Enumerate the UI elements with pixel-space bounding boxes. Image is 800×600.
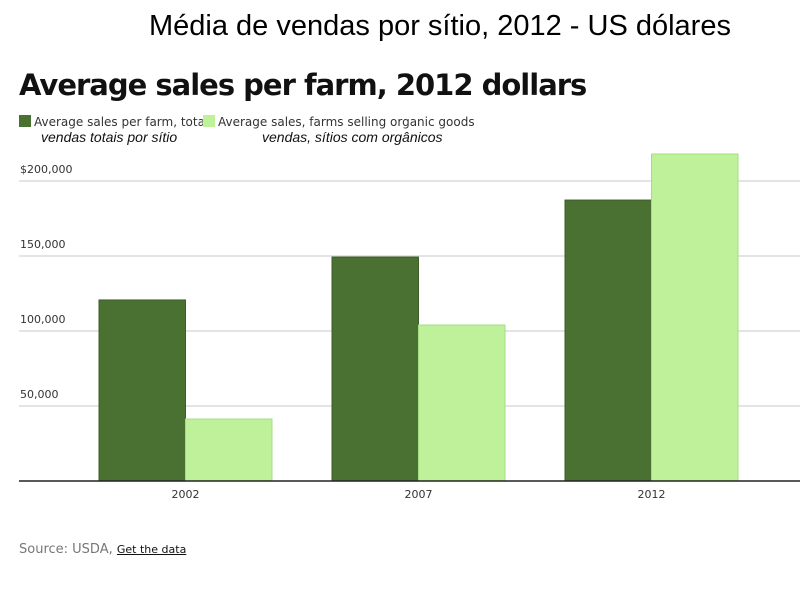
legend-swatch-total: [19, 115, 31, 127]
y-tick-label: 150,000: [20, 238, 66, 251]
legend-label-total: Average sales per farm, total: [34, 115, 209, 129]
legend-label-total-pt: vendas totais por sítio: [41, 129, 178, 145]
legend-label-organic: Average sales, farms selling organic goo…: [218, 115, 475, 129]
legend-item-total: Average sales per farm, total vendas tot…: [19, 115, 209, 145]
legend-label-organic-pt: vendas, sítios com orgânicos: [262, 129, 443, 145]
x-tick-label: 2012: [638, 488, 666, 501]
y-tick-label: $200,000: [20, 163, 73, 176]
x-tick-label: 2007: [405, 488, 433, 501]
chart-title: Average sales per farm, 2012 dollars: [19, 68, 587, 102]
bar-2007-total: [331, 256, 419, 482]
bar-2012-organic: [651, 153, 739, 482]
legend-swatch-organic: [203, 115, 215, 127]
bar-2002-total: [98, 299, 186, 482]
get-the-data-link[interactable]: Get the data: [116, 543, 187, 556]
bar-2002-organic: [185, 418, 273, 482]
portuguese-title: Média de vendas por sítio, 2012 - US dól…: [149, 10, 731, 42]
x-tick-label: 2002: [172, 488, 200, 501]
y-tick-label: 50,000: [20, 388, 59, 401]
bar-2012-total: [564, 199, 652, 482]
source-label: Source: USDA,: [19, 542, 113, 557]
legend-item-organic: Average sales, farms selling organic goo…: [203, 115, 475, 145]
y-tick-label: 100,000: [20, 313, 66, 326]
bar-2007-organic: [418, 324, 506, 482]
source-note: Source: USDA, Get the data: [19, 542, 186, 557]
